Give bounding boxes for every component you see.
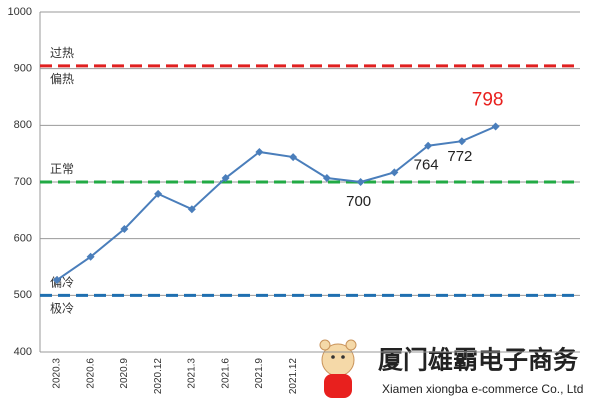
point-marker [221, 174, 230, 183]
reference-label: 极冷 [50, 302, 74, 316]
reference-label: 偏热 [50, 71, 74, 86]
watermark-name: 厦门雄霸电子商务 [378, 346, 578, 375]
y-tick-label: 800 [14, 119, 32, 131]
y-tick-label: 500 [14, 289, 32, 301]
x-tick-label: 2020.3 [52, 358, 63, 389]
y-tick-label: 1000 [8, 6, 32, 18]
y-tick-label: 700 [14, 176, 32, 188]
x-tick-label: 2020.12 [153, 358, 164, 395]
point-marker [289, 153, 298, 162]
point-marker [120, 225, 129, 234]
y-tick-label: 900 [14, 63, 32, 75]
x-tick-label: 2021.12 [288, 358, 299, 395]
reference-label: 过热 [50, 46, 74, 60]
x-tick-label: 2020.9 [119, 358, 130, 389]
x-tick-label: 2021.9 [254, 358, 265, 389]
reference-label: 正常 [50, 162, 74, 176]
point-marker [187, 205, 196, 214]
point-marker [424, 141, 433, 150]
data-label: 772 [447, 148, 472, 165]
data-label: 764 [414, 157, 439, 174]
watermark-english: Xiamen xiongba e-commerce Co., Ltd [382, 382, 583, 396]
point-marker [322, 174, 331, 183]
series-line [56, 125, 497, 281]
y-tick-label: 400 [14, 346, 32, 358]
data-label: 700 [346, 193, 371, 210]
point-marker [86, 252, 95, 261]
x-tick-label: 2020.6 [85, 358, 96, 389]
x-tick-label: 2021.3 [187, 358, 198, 389]
x-tick-label: 2021.6 [220, 358, 231, 389]
point-marker [356, 178, 365, 186]
y-tick-label: 600 [14, 233, 32, 245]
point-marker [491, 122, 500, 131]
point-marker [255, 147, 264, 156]
point-marker [390, 168, 399, 177]
point-marker [154, 189, 163, 198]
data-label: 798 [472, 89, 504, 110]
mascot [319, 339, 357, 398]
point-marker [52, 276, 61, 285]
point-marker [457, 137, 466, 146]
